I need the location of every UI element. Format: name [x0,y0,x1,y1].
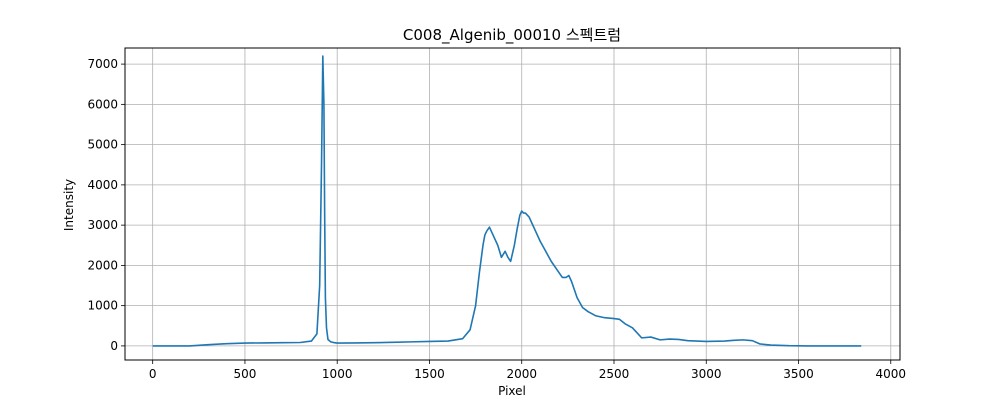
x-axis-ticks: 0 500 1000 1500 2000 2500 3000 3500 4000 [149,360,906,381]
plot-frame [124,47,901,361]
x-tick-label: 2000 [506,367,537,381]
x-axis-label: Pixel [498,384,526,398]
spectrum-line [152,55,862,347]
y-tick-label: 6000 [87,97,118,111]
y-tick-label: 4000 [87,178,118,192]
grid-lines [125,48,900,360]
x-tick-label: 1500 [414,367,445,381]
x-tick-label: 2500 [599,367,630,381]
y-tick-label: 0 [110,339,118,353]
x-tick-label: 3000 [691,367,722,381]
y-tick-label: 3000 [87,218,118,232]
x-tick-label: 500 [233,367,256,381]
x-tick-label: 4000 [876,367,907,381]
y-tick-label: 2000 [87,258,118,272]
x-tick-label: 0 [149,367,157,381]
plot-series-group [152,55,862,347]
y-tick-label: 5000 [87,138,118,152]
x-tick-label: 3500 [783,367,814,381]
y-tick-label: 1000 [87,299,118,313]
x-tick-label: 1000 [322,367,353,381]
y-axis-label: Intensity [62,179,76,231]
y-tick-label: 7000 [87,57,118,71]
y-axis-ticks: 0 1000 2000 3000 4000 5000 6000 7000 [87,57,125,353]
chart-title: C008_Algenib_00010 스펙트럼 [403,26,621,45]
